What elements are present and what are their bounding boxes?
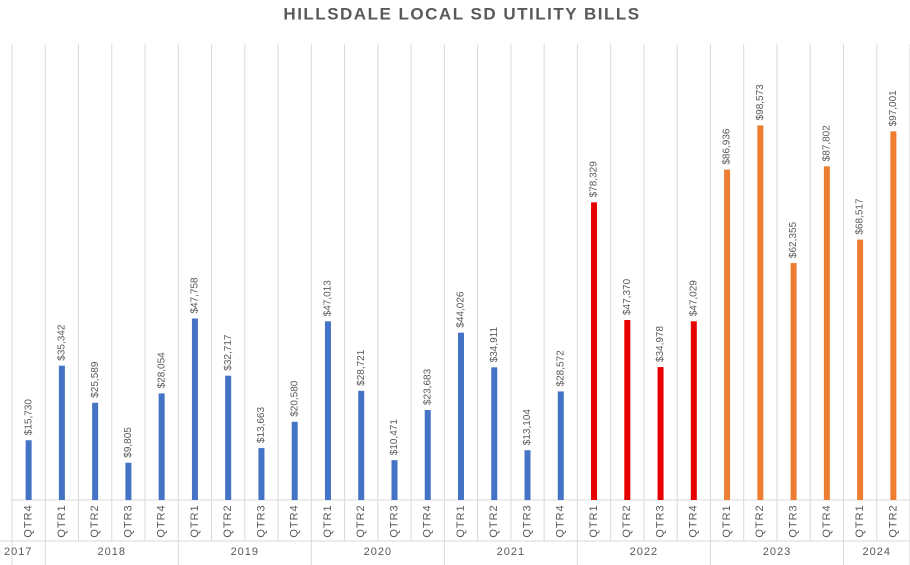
bar	[524, 450, 531, 500]
bar	[158, 393, 165, 500]
x-tick-label: QTR2	[222, 504, 234, 537]
bar	[358, 390, 365, 500]
data-label: $62,355	[788, 221, 799, 258]
data-label: $34,978	[655, 325, 666, 362]
x-tick-label: QTR4	[23, 504, 35, 537]
x-tick-label: QTR2	[355, 504, 367, 537]
x-tick-label: QTR2	[488, 504, 500, 537]
bar	[258, 448, 265, 500]
year-label: 2024	[862, 546, 890, 558]
bar	[690, 321, 697, 500]
bar	[823, 166, 830, 500]
x-tick-label: QTR1	[322, 504, 334, 537]
bar	[225, 375, 232, 500]
bar	[757, 125, 764, 500]
data-label: $87,802	[821, 125, 832, 162]
x-tick-label: QTR1	[854, 504, 866, 537]
data-label: $47,370	[622, 278, 633, 315]
x-tick-label: QTR1	[189, 504, 201, 537]
data-label: $28,721	[356, 349, 367, 386]
x-tick-label: QTR1	[455, 504, 467, 537]
year-label: 2022	[630, 546, 658, 558]
bar	[25, 440, 32, 500]
data-label: $9,805	[123, 427, 134, 458]
x-tick-label: QTR2	[89, 504, 101, 537]
x-tick-label: QTR3	[255, 504, 267, 537]
data-label: $23,683	[422, 368, 433, 405]
x-tick-label: QTR3	[521, 504, 533, 537]
chart-title: HILLSDALE LOCAL SD UTILITY BILLS	[283, 4, 640, 23]
x-tick-label: QTR2	[887, 504, 899, 537]
bar	[657, 367, 664, 500]
bar	[291, 421, 298, 500]
x-tick-label: QTR4	[821, 504, 833, 537]
x-tick-label: QTR4	[555, 504, 567, 537]
bar	[58, 365, 65, 500]
x-tick-label: QTR1	[721, 504, 733, 537]
bar	[724, 169, 731, 501]
data-label: $28,572	[555, 350, 566, 387]
data-label: $15,730	[23, 399, 34, 436]
bar	[92, 402, 99, 500]
bar	[324, 321, 331, 500]
bar	[191, 318, 198, 500]
x-tick-label: QTR3	[388, 504, 400, 537]
x-tick-label: QTR1	[56, 504, 68, 537]
data-label: $34,911	[489, 326, 500, 362]
data-label: $86,936	[722, 128, 733, 165]
year-label: 2018	[98, 546, 126, 558]
data-label: $13,663	[256, 406, 267, 443]
x-tick-label: QTR4	[422, 504, 434, 537]
data-label: $68,517	[855, 198, 866, 235]
x-tick-label: QTR3	[122, 504, 134, 537]
year-label: 2023	[763, 546, 791, 558]
x-tick-label: QTR4	[289, 504, 301, 537]
x-tick-label: QTR2	[754, 504, 766, 537]
bar	[557, 391, 564, 500]
data-label: $10,471	[389, 419, 400, 456]
x-tick-label: QTR4	[688, 504, 700, 537]
data-label: $32,717	[223, 334, 234, 371]
bar	[424, 410, 431, 500]
bar	[125, 462, 132, 500]
data-label: $47,758	[190, 277, 201, 314]
bar	[890, 131, 897, 501]
data-label: $25,589	[90, 361, 101, 398]
bar	[591, 202, 598, 500]
data-label: $13,104	[522, 409, 533, 446]
bar	[491, 367, 498, 500]
bar	[857, 239, 864, 500]
data-label: $20,580	[289, 380, 300, 417]
bar	[790, 263, 797, 500]
x-tick-label: QTR3	[787, 504, 799, 537]
data-label: $28,054	[156, 352, 167, 389]
bar	[458, 332, 464, 500]
data-label: $97,001	[888, 90, 899, 127]
year-label: 2021	[497, 546, 525, 558]
data-label: $78,329	[589, 161, 600, 198]
data-label: $35,342	[57, 324, 68, 361]
data-label: $47,013	[323, 280, 334, 317]
bar	[391, 460, 398, 500]
x-tick-label: QTR1	[588, 504, 600, 537]
bar	[624, 319, 631, 500]
data-label: $47,029	[688, 280, 699, 317]
x-tick-label: QTR2	[621, 504, 633, 537]
x-tick-label: QTR4	[156, 504, 168, 537]
year-label: 2017	[4, 546, 32, 558]
x-tick-label: QTR3	[654, 504, 666, 537]
year-label: 2019	[231, 546, 259, 558]
year-label: 2020	[364, 546, 392, 558]
data-label: $98,573	[755, 84, 766, 121]
data-label: $44,026	[456, 291, 467, 328]
